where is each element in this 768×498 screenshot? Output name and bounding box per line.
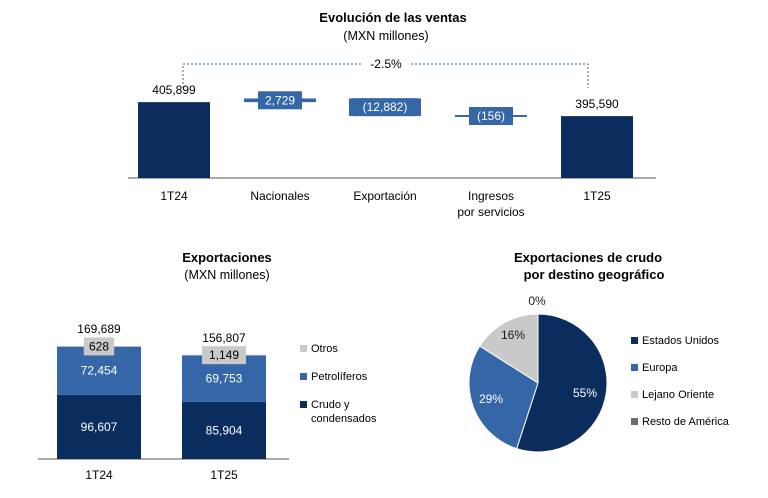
- pie-title-line: Exportaciones de crudo: [514, 250, 662, 265]
- waterfall-bar: [138, 102, 210, 178]
- stacked-segment-label: 72,454: [81, 364, 118, 378]
- stacked-bar-segment: [182, 401, 266, 459]
- stacked-segment-label: 1,149: [209, 348, 239, 362]
- stacked-legend-swatch: [300, 373, 307, 380]
- pie-legend-swatch: [631, 337, 638, 344]
- pie-legend-label: Resto de América: [642, 416, 730, 428]
- crude-destination-pie-chart: Exportaciones de crudo por destino geogr…: [468, 250, 730, 453]
- exports-stacked-chart: Exportaciones (MXN millones) 96,607 72,45…: [38, 250, 377, 482]
- waterfall-label-box: [258, 91, 302, 110]
- pie-slice: [468, 345, 539, 450]
- stacked-subtitle: (MXN millones): [184, 268, 269, 282]
- waterfall-change-label: -2.5%: [370, 57, 402, 71]
- waterfall-subtitle: (MXN millones): [343, 29, 428, 43]
- stacked-label-box: [83, 337, 115, 356]
- waterfall-change-bracket: [182, 63, 589, 88]
- stacked-legend-label: Crudo y: [311, 399, 350, 411]
- stacked-category-label: 1T24: [85, 468, 113, 482]
- waterfall-category-label: Nacionales: [250, 189, 309, 203]
- pie-legend-label: Europa: [642, 362, 678, 374]
- pie-slice: [479, 313, 539, 384]
- waterfall-category-label: Ingresos: [468, 189, 514, 203]
- pie-legend-swatch: [631, 364, 638, 371]
- waterfall-value-label: 395,590: [575, 97, 619, 111]
- pie-slice-label: 0%: [528, 294, 546, 308]
- waterfall-value-label: 405,899: [152, 83, 196, 97]
- stacked-label-box: [202, 346, 246, 365]
- waterfall-category-label: 1T24: [160, 189, 188, 203]
- stacked-category-label: 1T25: [210, 468, 238, 482]
- waterfall-category-label: 1T25: [583, 189, 611, 203]
- waterfall-change-bg: [362, 55, 410, 73]
- stacked-total-label: 169,689: [77, 322, 121, 336]
- stacked-legend-label: condensados: [311, 413, 377, 425]
- stacked-bar-segment: [57, 394, 141, 459]
- pie-legend-swatch: [631, 391, 638, 398]
- pie-slice-label: 16%: [501, 328, 525, 342]
- stacked-legend-label: Otros: [311, 343, 338, 355]
- pie-legend-swatch: [631, 418, 638, 425]
- stacked-legend-swatch: [300, 345, 307, 352]
- pie-title-line: por destino geográfico: [524, 267, 665, 282]
- waterfall-value-label: 2,729: [265, 93, 295, 107]
- sales-waterfall-chart: Evolución de las ventas (MXN millones) 4…: [128, 10, 656, 219]
- stacked-legend-label: Petrolíferos: [311, 371, 368, 383]
- stacked-segment-label: 96,607: [81, 420, 118, 434]
- pie-slice-label: 29%: [479, 392, 503, 406]
- stacked-segment-label: 628: [89, 339, 109, 353]
- pie-legend-label: Lejano Oriente: [642, 389, 714, 401]
- stacked-total-label: 156,807: [202, 331, 246, 345]
- pie-slice-label: 55%: [573, 386, 597, 400]
- stacked-title: Exportaciones: [182, 250, 272, 265]
- waterfall-value-label: (156): [477, 109, 505, 123]
- pie-legend-label: Estados Unidos: [642, 335, 720, 347]
- stacked-segment-label: 85,904: [206, 423, 243, 437]
- stacked-legend-swatch: [300, 401, 307, 408]
- stacked-segment-label: 69,753: [206, 372, 243, 386]
- waterfall-label-box: [469, 107, 513, 126]
- waterfall-title: Evolución de las ventas: [319, 10, 466, 25]
- waterfall-bar: [561, 116, 633, 178]
- waterfall-category-label: Exportación: [353, 189, 416, 203]
- waterfall-label-box: [352, 98, 418, 117]
- waterfall-value-label: (12,882): [363, 100, 408, 114]
- waterfall-category-label: por servicios: [457, 205, 524, 219]
- pie-slice: [516, 313, 608, 453]
